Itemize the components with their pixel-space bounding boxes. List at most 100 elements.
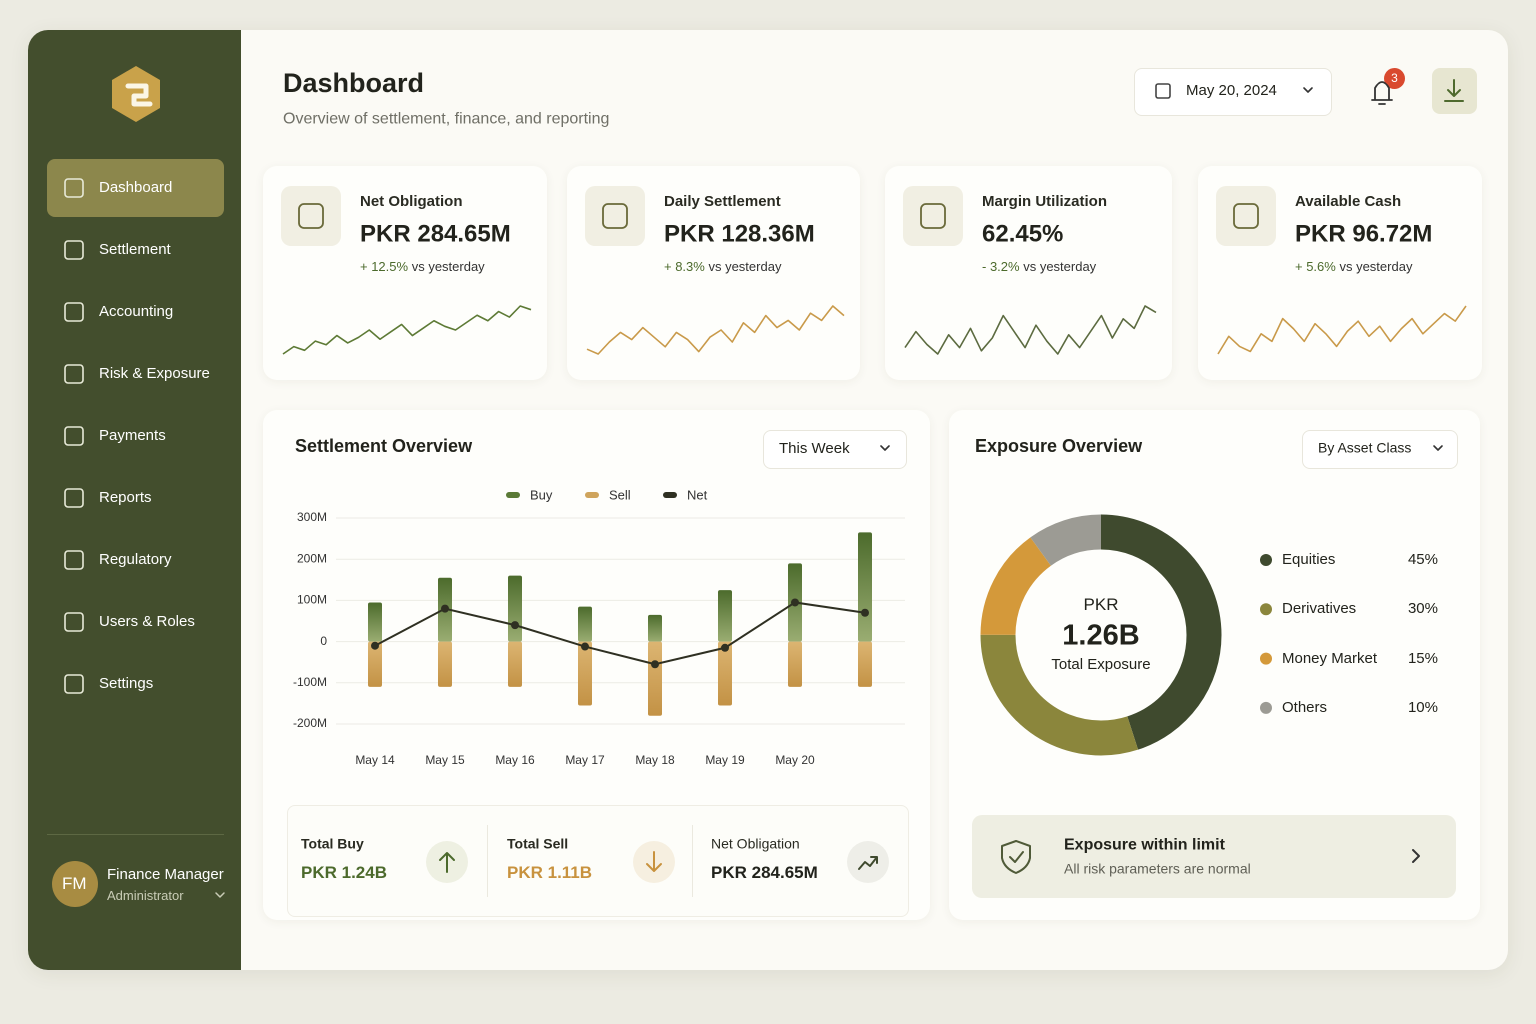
summary-row (287, 805, 909, 917)
kpi-change-note: vs yesterday (1023, 259, 1097, 275)
sell-bar (718, 641, 732, 706)
nav-label: Accounting (99, 303, 174, 320)
sparkline (904, 305, 1157, 355)
nav-item[interactable] (47, 159, 224, 217)
summary-icon (858, 856, 878, 870)
avatar-initials: FM (62, 873, 87, 893)
kpi-change-value: + 8.3% (664, 259, 705, 275)
user-name: Finance Manager (107, 866, 224, 883)
chevron (880, 445, 890, 451)
nav-label: Settlement (99, 241, 171, 258)
y-tick-label: 300M (297, 510, 327, 524)
sparkline (586, 305, 845, 355)
x-tick-label: May 17 (565, 753, 605, 767)
nav-label: Risk & Exposure (99, 365, 210, 382)
summary-label: Net Obligation (711, 835, 800, 852)
nav-icon (64, 178, 84, 198)
x-tick-label: May 15 (425, 753, 465, 767)
kpi-icon-box (281, 186, 341, 246)
y-tick-label: 0 (320, 634, 327, 648)
chevron (1433, 445, 1443, 451)
net-point (651, 660, 659, 669)
legend-percent: 45% (1407, 551, 1438, 568)
kpi-change-note: vs yesterday (1339, 259, 1413, 275)
summary-value: PKR 284.65M (711, 862, 818, 882)
status-title: Exposure within limit (1064, 836, 1225, 854)
period-dropdown[interactable] (763, 430, 907, 469)
donut-slice (980, 514, 1222, 756)
date-text: May 20, 2024 (1186, 82, 1277, 99)
calendar-icon (1155, 83, 1171, 99)
buy-bar (368, 602, 382, 642)
kpi-change: + 5.6% vs yesterday (1295, 259, 1412, 275)
icons (112, 66, 1464, 898)
y-tick-label: -100M (293, 675, 327, 689)
nav-label: Users & Roles (99, 613, 195, 630)
sidebar-divider (47, 834, 224, 835)
x-tick-label: May 14 (355, 753, 395, 767)
nav-icon (64, 364, 84, 384)
legend-dot (1260, 603, 1272, 616)
x-tick-label: May 20 (775, 753, 815, 767)
kpi-change: - 3.2% vs yesterday (982, 259, 1096, 275)
status-card[interactable] (972, 815, 1456, 898)
nav-label: Regulatory (99, 551, 172, 568)
notification-count: 3 (1391, 70, 1398, 85)
kpi-label: Net Obligation (360, 193, 463, 210)
sell-bar (788, 641, 802, 687)
buy-bar (648, 614, 662, 642)
divider (487, 825, 488, 897)
sell-bar (648, 641, 662, 716)
nav-icon (64, 488, 84, 508)
donut-value: 1.26B (1062, 619, 1140, 652)
nav-icon (64, 674, 84, 694)
legend-label: Equities (1282, 551, 1336, 568)
y-tick-label: 200M (297, 551, 327, 565)
kpi-icon (1233, 203, 1259, 229)
net-point (441, 604, 449, 613)
net-point (581, 642, 589, 651)
legend-label: Net (687, 487, 708, 502)
kpi-label: Margin Utilization (982, 193, 1107, 210)
nav-icon (64, 550, 84, 570)
nav-icon (64, 240, 84, 260)
donut-label: Total Exposure (1051, 656, 1151, 673)
summary-icon-bg (847, 841, 889, 883)
class-dropdown[interactable] (1302, 430, 1458, 469)
y-tick-label: -200M (293, 716, 327, 730)
summary-icon (646, 851, 662, 872)
page-title: Dashboard (283, 67, 425, 98)
kpi-change-value: + 12.5% (360, 259, 409, 275)
kpi-icon (602, 203, 628, 229)
page-subtitle: Overview of settlement, finance, and rep… (283, 110, 610, 128)
net-point (861, 608, 869, 617)
legend-label: Sell (609, 487, 631, 502)
kpi-icon (920, 203, 946, 229)
kpi-change: + 8.3% vs yesterday (664, 259, 781, 275)
kpi-change-value: - 3.2% (982, 259, 1020, 275)
buy-bar (508, 575, 522, 642)
summary-label: Total Sell (507, 835, 569, 852)
chevron (1303, 87, 1313, 93)
legend-dot (1260, 554, 1272, 566)
legend-dot (1260, 652, 1272, 665)
nav-icon (64, 302, 84, 322)
date-picker[interactable] (1134, 68, 1332, 116)
legend-label: Buy (530, 487, 553, 502)
buy-bar (578, 606, 592, 642)
dropdown-text: By Asset Class (1318, 439, 1412, 456)
sell-bar (438, 641, 452, 687)
shield-icon (1001, 840, 1031, 874)
net-point (511, 621, 519, 630)
x-tick-label: May 16 (495, 753, 535, 767)
legend-percent: 30% (1407, 600, 1438, 618)
legend-dot (1260, 701, 1272, 714)
status-subtitle: All risk parameters are normal (1064, 860, 1251, 877)
kpi-icon-box (1216, 186, 1276, 246)
download-icon (1444, 79, 1464, 102)
x-tick-label: May 19 (705, 753, 745, 767)
summary-icon (439, 852, 455, 873)
kpi-change-value: + 5.6% (1295, 259, 1336, 275)
